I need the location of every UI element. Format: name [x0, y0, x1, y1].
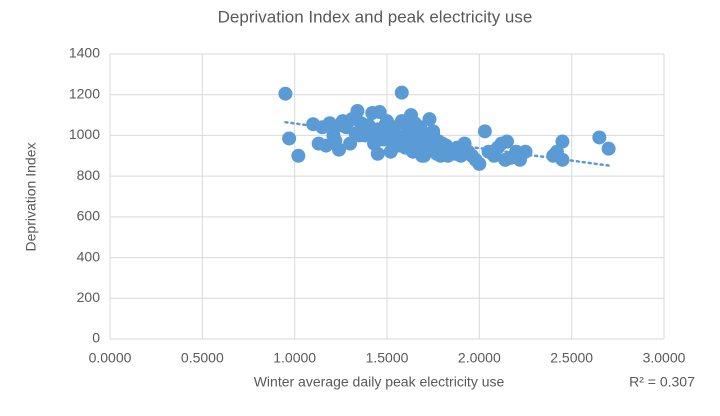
point	[350, 104, 365, 118]
point	[331, 142, 346, 157]
y-tick-label: 600	[77, 208, 101, 224]
point	[322, 116, 337, 131]
y-tick-label: 800	[77, 167, 101, 183]
point	[394, 114, 409, 129]
x-tick-label: 1.0000	[273, 350, 316, 366]
y-tick-label: 1000	[69, 126, 100, 142]
y-axis-label: Deprivation Index	[23, 143, 39, 252]
point	[477, 124, 492, 139]
y-tick-label: 1400	[69, 45, 100, 61]
y-tick-label: 200	[77, 289, 101, 305]
point	[416, 148, 431, 163]
point	[352, 128, 367, 143]
chart-title: Deprivation Index and peak electricity u…	[218, 7, 533, 26]
point	[472, 156, 487, 171]
x-tick-label: 0.5000	[181, 350, 224, 366]
point	[394, 85, 409, 100]
x-tick-label: 0.0000	[89, 350, 132, 366]
point	[500, 134, 515, 149]
point	[555, 134, 570, 149]
annotation: R² = 0.307	[629, 374, 695, 390]
point	[601, 141, 616, 156]
point	[422, 112, 437, 127]
x-tick-label: 1.5000	[366, 350, 409, 366]
x-tick-label: 3.0000	[643, 350, 686, 366]
x-tick-label: 2.5000	[550, 350, 593, 366]
x-tick-label: 2.0000	[458, 350, 501, 366]
point	[291, 148, 306, 163]
x-axis-label: Winter average daily peak electricity us…	[254, 374, 505, 390]
point	[380, 120, 394, 135]
y-tick-label: 1200	[69, 85, 100, 101]
point	[282, 131, 297, 146]
point	[555, 152, 570, 167]
point	[370, 146, 385, 161]
point	[398, 134, 413, 149]
trendline	[284, 120, 610, 167]
point	[518, 144, 533, 159]
y-tick-label: 0	[92, 330, 100, 346]
point	[592, 130, 607, 145]
y-tick-label: 400	[77, 248, 101, 264]
point	[333, 118, 348, 133]
point	[278, 86, 293, 101]
